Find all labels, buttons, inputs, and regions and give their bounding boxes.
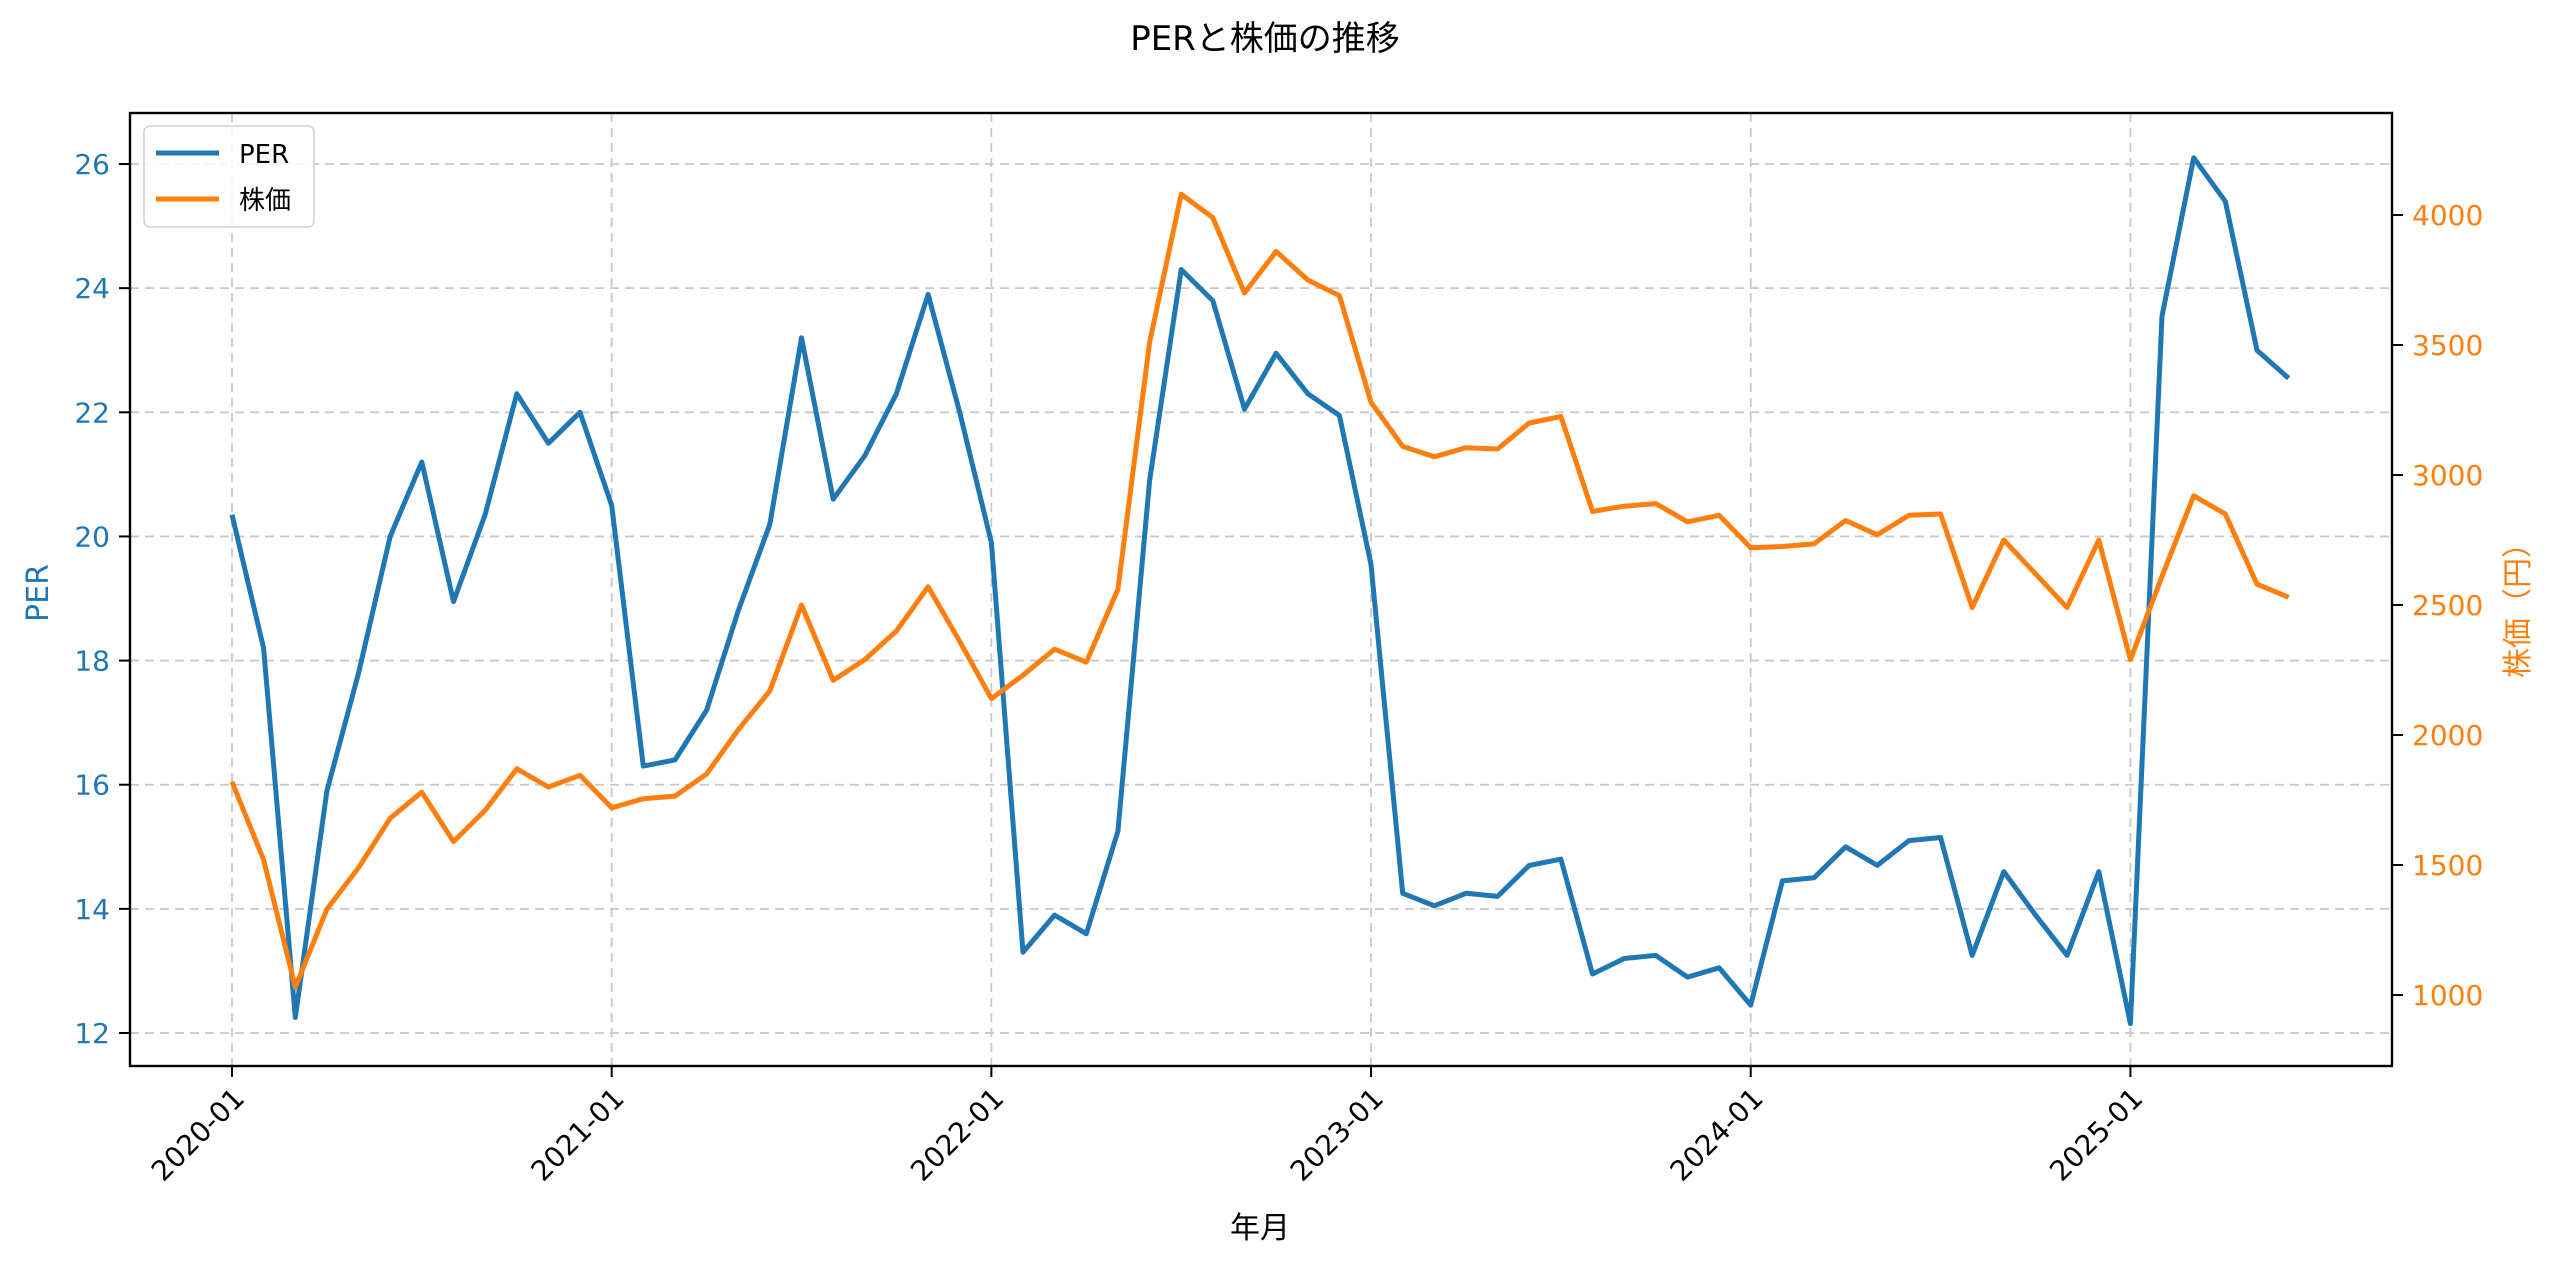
chart-title: PERと株価の推移 <box>1130 19 1400 59</box>
y-tick-label: 24 <box>74 272 110 305</box>
x-axis-label: 年月 <box>1230 1211 1290 1246</box>
y-tick-label: 26 <box>74 148 110 181</box>
y-axis-left: 12 14 16 18 20 22 24 26 <box>74 148 130 1050</box>
plot-frame <box>128 111 2394 1068</box>
series-line-per <box>229 155 2291 1027</box>
y-axis-right-label: 株価（円） <box>2501 528 2536 678</box>
legend: PER 株価 <box>143 125 315 228</box>
y-tick-label: 14 <box>74 893 110 926</box>
x-tick-label: 2021-01 <box>525 1082 631 1188</box>
y-right-tick-label: 2500 <box>2412 589 2483 622</box>
y-axis-right: 1000 1500 2000 2500 3000 3500 4000 <box>2392 199 2483 1012</box>
y-tick-label: 22 <box>74 396 110 429</box>
x-tick-label: 2020-01 <box>145 1082 251 1188</box>
y-axis-left-label: PER <box>21 564 56 622</box>
legend-label-price: 株価 <box>239 186 291 216</box>
y-right-tick-label: 4000 <box>2412 199 2483 232</box>
y-right-tick-label: 1000 <box>2412 979 2483 1012</box>
grid-lines <box>130 113 2392 1066</box>
y-right-tick-label: 3000 <box>2412 459 2483 492</box>
y-tick-label: 20 <box>74 520 110 553</box>
x-axis: 2020-01 2021-01 2022-01 2023-01 2024-01 2025-… <box>145 1066 2149 1188</box>
legend-label-per: PER <box>239 140 289 170</box>
series-layer <box>229 155 2291 1027</box>
y-tick-label: 18 <box>74 645 110 678</box>
y-tick-label: 12 <box>74 1017 110 1050</box>
y-right-tick-label: 3500 <box>2412 329 2483 362</box>
y-right-tick-label: 1500 <box>2412 849 2483 882</box>
y-tick-label: 16 <box>74 769 110 802</box>
series-line-price <box>229 191 2290 990</box>
x-tick-label: 2022-01 <box>904 1082 1010 1188</box>
x-tick-label: 2023-01 <box>1284 1082 1390 1188</box>
x-tick-label: 2024-01 <box>1664 1082 1770 1188</box>
x-tick-label: 2025-01 <box>2043 1082 2149 1188</box>
y-right-tick-label: 2000 <box>2412 719 2483 752</box>
